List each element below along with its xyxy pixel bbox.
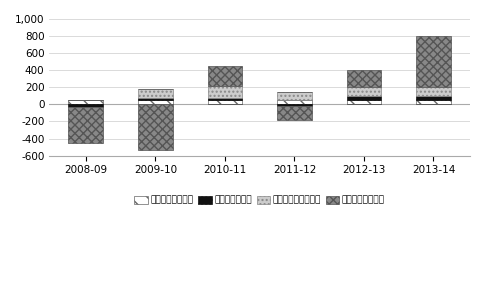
- Bar: [207, 100, 242, 104]
- Bar: [68, 100, 103, 104]
- Bar: [276, 106, 311, 120]
- Bar: [346, 87, 380, 96]
- Bar: [346, 70, 380, 87]
- Bar: [138, 89, 172, 98]
- Bar: [138, 98, 172, 100]
- Bar: [415, 96, 450, 100]
- Legend: 自営パートタイム, 自営フルタイム, 被用者パートタイム, 被用者フルタイム: 自営パートタイム, 自営フルタイム, 被用者パートタイム, 被用者フルタイム: [131, 192, 388, 209]
- Bar: [346, 96, 380, 100]
- Bar: [138, 100, 172, 104]
- Bar: [415, 36, 450, 87]
- Bar: [68, 107, 103, 143]
- Bar: [415, 100, 450, 104]
- Bar: [138, 104, 172, 150]
- Bar: [415, 87, 450, 96]
- Bar: [276, 104, 311, 106]
- Bar: [276, 100, 311, 104]
- Bar: [346, 100, 380, 104]
- Bar: [68, 104, 103, 107]
- Bar: [207, 66, 242, 86]
- Bar: [207, 98, 242, 100]
- Bar: [207, 86, 242, 98]
- Bar: [276, 92, 311, 100]
